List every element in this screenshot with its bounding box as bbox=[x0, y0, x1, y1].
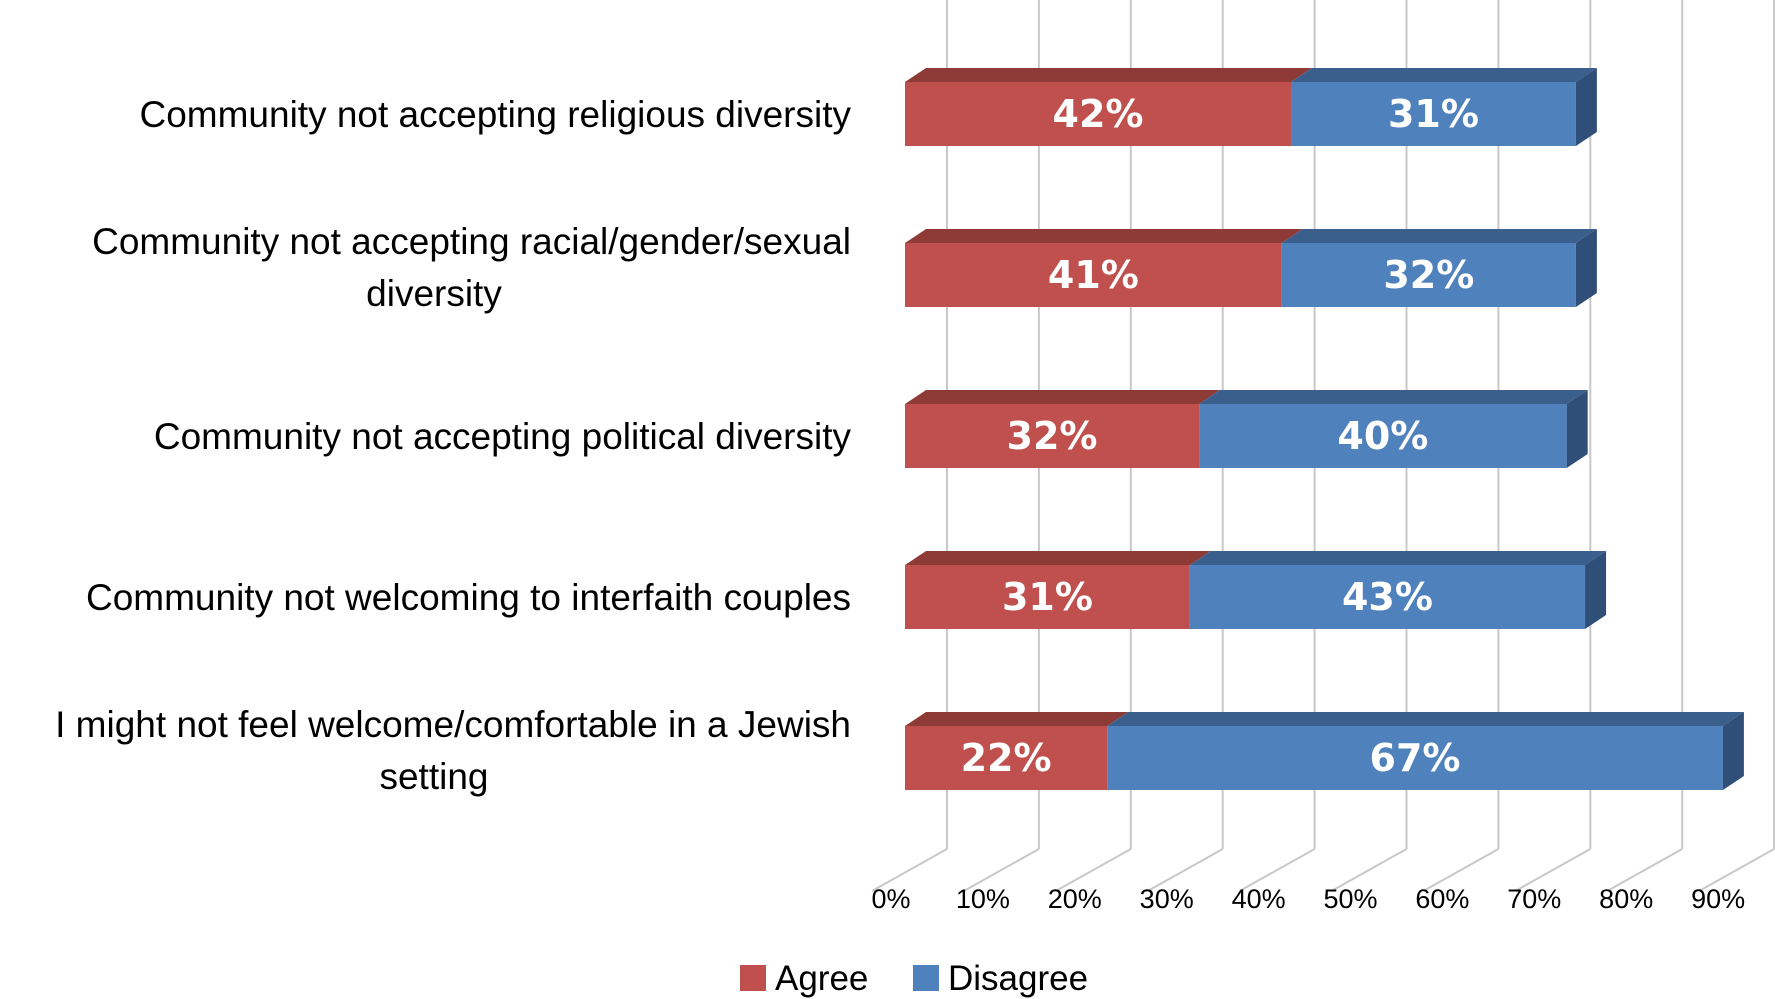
floor-gridline bbox=[1606, 848, 1683, 892]
x-tick-label: 40% bbox=[1232, 884, 1286, 914]
bar-agree bbox=[905, 726, 1108, 790]
bar-disagree bbox=[1189, 565, 1586, 629]
data-label-agree: 32% bbox=[1007, 414, 1098, 458]
legend-swatch-disagree bbox=[913, 965, 939, 991]
category-labels: Community not accepting religious divers… bbox=[55, 94, 851, 797]
category-label: Community not welcoming to interfaith co… bbox=[86, 577, 851, 618]
bar-agree bbox=[905, 565, 1190, 629]
x-tick-label: 30% bbox=[1140, 884, 1194, 914]
bars bbox=[905, 68, 1744, 790]
floor-gridline bbox=[1055, 848, 1132, 892]
data-label-agree: 41% bbox=[1048, 253, 1139, 297]
bar-top-agree bbox=[905, 390, 1221, 404]
category-label: setting bbox=[379, 756, 488, 797]
bar-top-disagree bbox=[1199, 390, 1588, 404]
bar-side-disagree bbox=[1575, 68, 1597, 146]
bar-disagree bbox=[1199, 404, 1567, 468]
x-tick-label: 80% bbox=[1599, 884, 1653, 914]
bar-top-agree bbox=[905, 229, 1303, 243]
data-label-disagree: 32% bbox=[1383, 253, 1474, 297]
data-label-agree: 31% bbox=[1002, 575, 1093, 619]
bar-disagree bbox=[1290, 82, 1576, 146]
floor-gridline bbox=[871, 848, 948, 892]
category-label: Community not accepting political divers… bbox=[154, 416, 852, 457]
category-label: I might not feel welcome/comfortable in … bbox=[55, 704, 851, 745]
x-tick-label: 20% bbox=[1048, 884, 1102, 914]
legend-label-agree: Agree bbox=[775, 959, 868, 998]
bar-disagree bbox=[1107, 726, 1723, 790]
category-label: Community not accepting racial/gender/se… bbox=[92, 221, 851, 262]
data-label-agree: 22% bbox=[961, 736, 1052, 780]
data-label-disagree: 40% bbox=[1337, 414, 1428, 458]
bar-top-agree bbox=[905, 68, 1312, 82]
legend-swatch-agree bbox=[740, 965, 766, 991]
x-tick-label: 10% bbox=[956, 884, 1010, 914]
bar-top-disagree bbox=[1290, 68, 1597, 82]
bar-side-disagree bbox=[1722, 712, 1744, 790]
floor-gridline bbox=[963, 848, 1040, 892]
bar-side-disagree bbox=[1585, 551, 1607, 629]
floor-gridline bbox=[1698, 848, 1775, 892]
bar-agree bbox=[905, 243, 1282, 307]
bar-top-agree bbox=[905, 551, 1211, 565]
data-label-disagree: 67% bbox=[1370, 736, 1461, 780]
x-axis-tick-labels: 0% 10% 20% 30% 40% 50% 60% 70% 80% 90% bbox=[871, 884, 1745, 914]
bar-agree bbox=[905, 82, 1291, 146]
floor-gridline bbox=[1147, 848, 1224, 892]
floor-gridline bbox=[1331, 848, 1407, 892]
data-label-disagree: 43% bbox=[1342, 575, 1433, 619]
x-tick-label: 90% bbox=[1691, 884, 1745, 914]
legend-label-disagree: Disagree bbox=[948, 959, 1088, 998]
bar-top-disagree bbox=[1281, 229, 1597, 243]
x-tick-label: 0% bbox=[871, 884, 910, 914]
floor-gridline bbox=[1239, 848, 1316, 892]
bar-top-disagree bbox=[1107, 712, 1744, 726]
x-tick-label: 70% bbox=[1507, 884, 1561, 914]
legend: Agree Disagree bbox=[740, 959, 1088, 998]
bar-agree bbox=[905, 404, 1200, 468]
bar-side-disagree bbox=[1566, 390, 1588, 468]
data-label-agree: 42% bbox=[1053, 92, 1144, 136]
data-labels: 42% 31% 41% 32% 32% 40% 31% 43% 22% 67% bbox=[961, 92, 1479, 780]
x-tick-label: 60% bbox=[1415, 884, 1469, 914]
bar-top-disagree bbox=[1189, 551, 1607, 565]
floor-gridline bbox=[1422, 848, 1499, 892]
bar-side-disagree bbox=[1575, 229, 1597, 307]
bar-disagree bbox=[1281, 243, 1576, 307]
category-label: Community not accepting religious divers… bbox=[139, 94, 851, 135]
category-label: diversity bbox=[366, 273, 502, 314]
x-tick-label: 50% bbox=[1323, 884, 1377, 914]
data-label-disagree: 31% bbox=[1388, 92, 1479, 136]
bar-top-agree bbox=[905, 712, 1129, 726]
floor-gridline bbox=[1514, 848, 1591, 892]
